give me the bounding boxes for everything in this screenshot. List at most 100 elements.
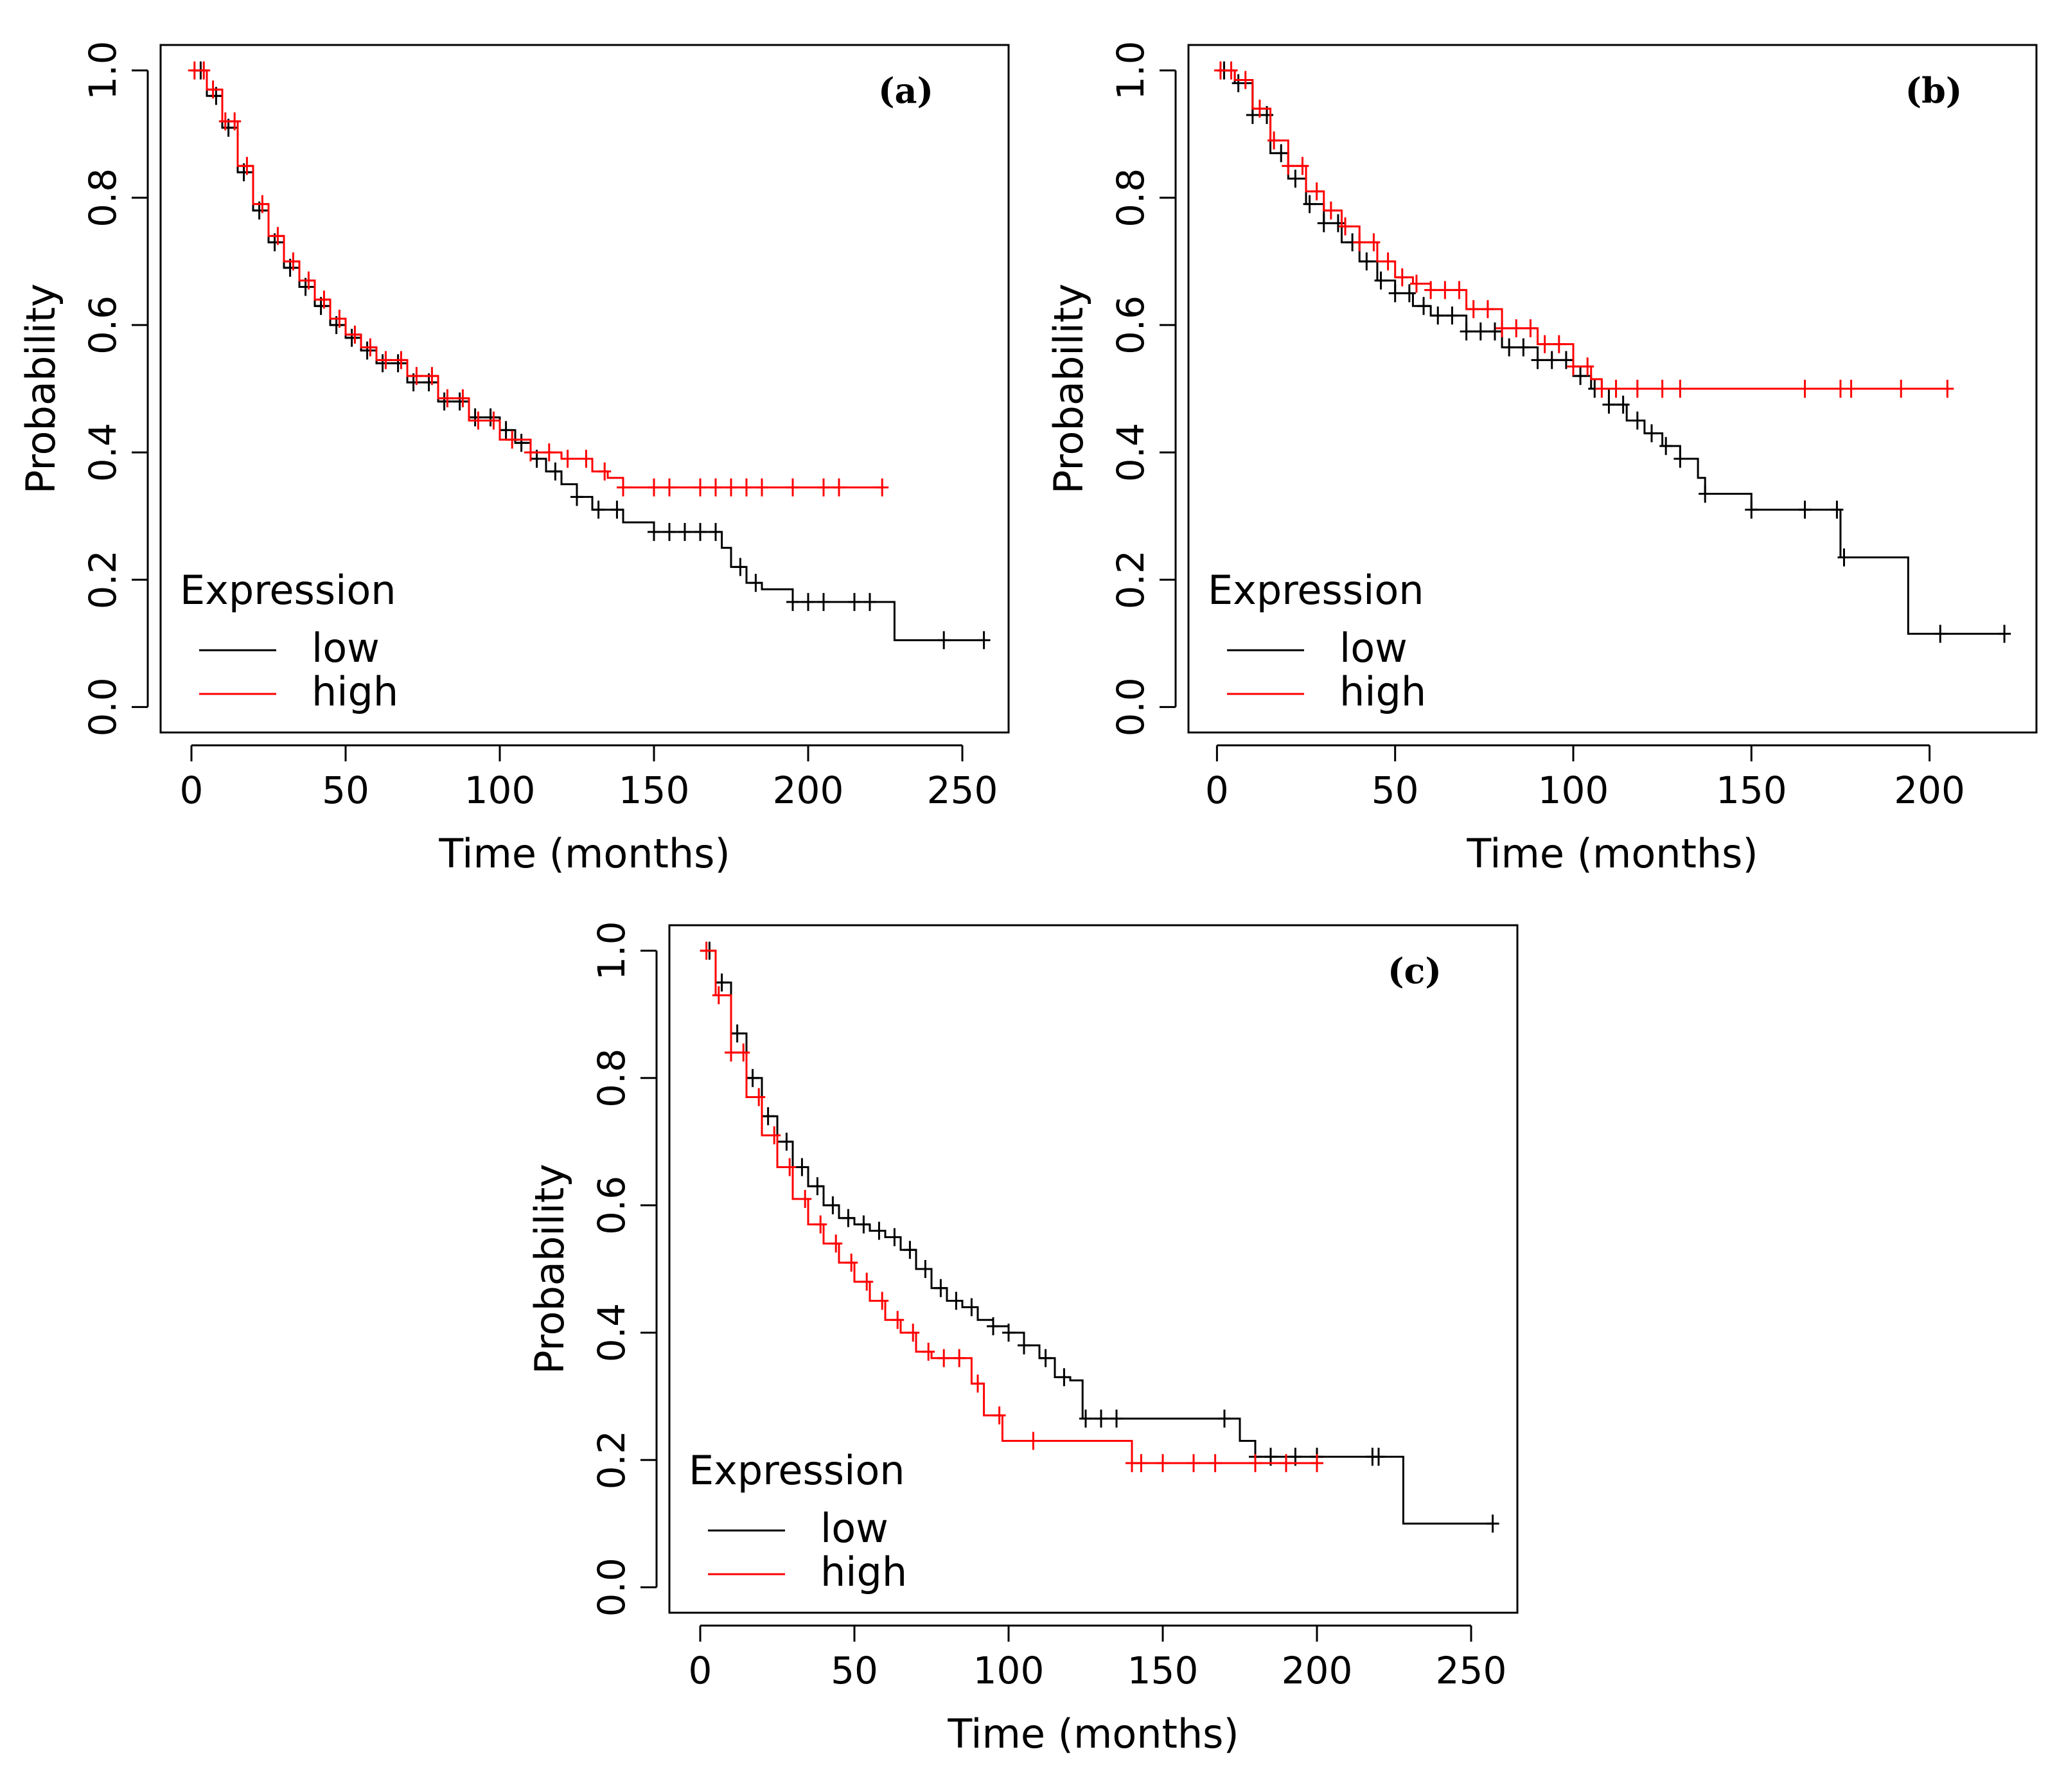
- censor-mark-high: [1894, 380, 1908, 398]
- censor-mark-high: [1630, 380, 1644, 398]
- censor-mark-high: [1224, 61, 1238, 80]
- censor-mark-low: [1488, 322, 1501, 341]
- censor-mark-high: [1282, 157, 1295, 175]
- x-axis-label: Time (months): [947, 1710, 1239, 1757]
- x-tick-label: 0: [689, 1649, 712, 1692]
- censor-mark-high: [737, 1043, 750, 1062]
- censor-mark-high: [1353, 233, 1366, 252]
- censor-mark-low: [937, 631, 951, 650]
- censor-mark-high: [829, 1234, 843, 1253]
- plot-frame: [1187, 44, 2038, 734]
- censor-mark-low: [730, 1024, 744, 1043]
- censor-mark-low: [802, 592, 815, 611]
- censor-mark-low: [872, 1221, 886, 1240]
- censor-mark-low: [1517, 338, 1530, 357]
- censor-mark-low: [1417, 297, 1431, 315]
- censor-mark-high: [542, 443, 556, 462]
- censor-mark-low: [817, 592, 830, 611]
- censor-mark-high: [1510, 319, 1523, 337]
- censor-mark-high: [1311, 1454, 1323, 1473]
- censor-mark-low: [648, 522, 660, 541]
- panel-label: (c): [1388, 950, 1442, 991]
- censor-mark-high: [700, 941, 713, 960]
- censor-mark-high: [845, 1254, 858, 1272]
- censor-mark-low: [780, 1132, 793, 1151]
- censor-mark-low: [811, 1177, 824, 1196]
- km-chart-svg: 0 50 100 150 200 250 0.0 0.2 0.4 0.6 0.8 1.0 Time (m…: [526, 921, 1519, 1757]
- censor-mark-high: [1481, 300, 1494, 319]
- censor-mark-low: [1431, 306, 1445, 325]
- censor-mark-high: [561, 449, 574, 468]
- censor-mark-low: [1934, 625, 1947, 643]
- censor-mark-low: [453, 392, 466, 411]
- censor-mark-high: [240, 157, 254, 175]
- legend-title: Expression: [180, 567, 396, 614]
- censor-mark-high: [302, 271, 315, 290]
- y-axis-label: Probability: [19, 283, 64, 494]
- y-tick-label: 0.6: [1109, 296, 1152, 355]
- censor-mark-low: [437, 392, 451, 411]
- x-tick-label: 50: [1372, 768, 1419, 812]
- censor-mark-low: [345, 328, 358, 347]
- censor-mark-low: [965, 1298, 978, 1317]
- censor-mark-high: [1156, 1454, 1169, 1473]
- y-tick-label: 1.0: [1109, 41, 1152, 100]
- censor-mark-low: [610, 501, 624, 519]
- censor-mark-high: [891, 1311, 905, 1329]
- x-axis-label: Time (months): [1466, 830, 1758, 877]
- censor-mark-high: [663, 478, 676, 497]
- x-tick-label: 250: [927, 768, 998, 812]
- censor-mark-high: [1552, 335, 1566, 353]
- censor-mark-low: [1673, 449, 1687, 468]
- censor-mark-high: [1253, 100, 1266, 118]
- censor-mark-low: [1018, 1336, 1030, 1354]
- km-chart-svg: 0 50 100 150 200 0.0 0.2 0.4 0.6 0.8 1.0 Time (mont…: [1045, 41, 2038, 877]
- y-tick-label: 0.2: [590, 1430, 633, 1489]
- censor-mark-low: [848, 592, 861, 611]
- censor-mark-high: [906, 1324, 920, 1342]
- censor-mark-low: [1602, 395, 1616, 414]
- censor-mark-high: [1187, 1454, 1200, 1473]
- y-axis-label: Probability: [1047, 283, 1092, 494]
- x-axis-label: Time (months): [438, 830, 730, 877]
- censor-mark-low: [1289, 170, 1302, 188]
- censor-mark-high: [1595, 380, 1609, 398]
- censor-mark-low: [1079, 1409, 1092, 1428]
- y-tick-label: 1.0: [590, 921, 633, 980]
- y-tick-label: 0.4: [590, 1303, 633, 1362]
- censor-mark-low: [515, 434, 528, 452]
- censor-mark-low: [1699, 484, 1712, 503]
- censor-mark-high: [364, 338, 377, 357]
- censor-mark-high: [1452, 281, 1466, 299]
- censor-mark-low: [694, 522, 707, 541]
- y-tick-label: 0.8: [590, 1049, 633, 1108]
- censor-mark-high: [694, 478, 707, 497]
- censor-mark-high: [228, 112, 242, 130]
- censor-mark-high: [833, 478, 845, 497]
- censor-mark-high: [1467, 300, 1480, 319]
- censor-mark-low: [1616, 395, 1630, 414]
- censor-mark-high: [1438, 281, 1452, 299]
- x-tick-label: 100: [464, 768, 536, 812]
- censor-mark-low: [1275, 144, 1288, 163]
- censor-mark-high: [993, 1406, 1006, 1424]
- y-tick-label: 0.8: [1109, 168, 1152, 227]
- censor-mark-low: [1002, 1324, 1015, 1342]
- censor-mark-low: [549, 462, 562, 481]
- censor-mark-high: [379, 351, 393, 369]
- censor-mark-low: [826, 1196, 840, 1214]
- plot-frame: [668, 924, 1519, 1614]
- x-tick-label: 150: [1716, 768, 1787, 812]
- legend-label-high: high: [820, 1548, 907, 1595]
- censor-mark-low: [857, 1215, 870, 1234]
- panel-label: (a): [878, 70, 933, 111]
- censor-mark-low: [1110, 1409, 1123, 1428]
- panel-label: (b): [1905, 70, 1963, 111]
- x-tick-label: 0: [1205, 768, 1229, 812]
- censor-mark-high: [348, 325, 362, 344]
- y-tick-label: 0.4: [1109, 423, 1152, 482]
- censor-mark-high: [425, 367, 439, 386]
- y-tick-label: 0.4: [81, 423, 125, 482]
- series-line-high: [1217, 69, 1948, 390]
- censor-mark-low: [1360, 252, 1373, 271]
